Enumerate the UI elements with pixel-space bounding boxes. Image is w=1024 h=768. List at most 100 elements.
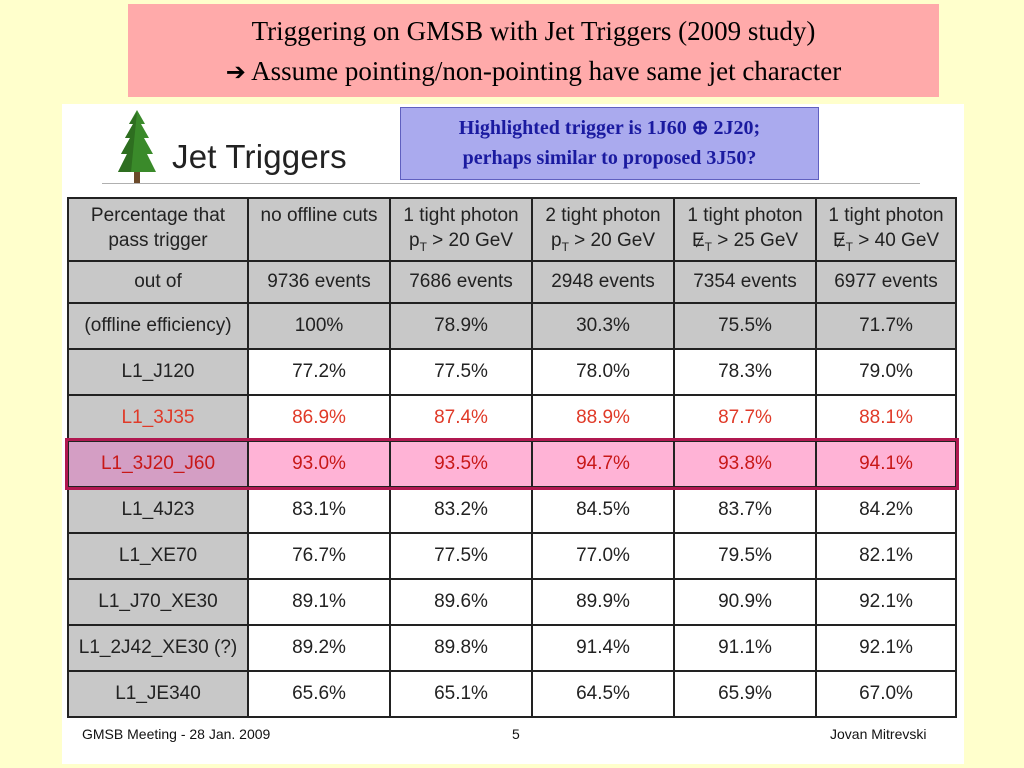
row-label: L1_4J23 — [67, 485, 249, 534]
table-cell: 9736 events — [247, 259, 391, 304]
title-line-2-text: Assume pointing/non-pointing have same j… — [251, 56, 842, 86]
column-header: 2 tight photon pT > 20 GeV — [531, 197, 675, 262]
table-cell: 65.1% — [389, 669, 533, 718]
footer-page-number: 5 — [512, 726, 520, 742]
table-cell: 6977 events — [815, 259, 957, 304]
table-cell: 84.5% — [531, 485, 675, 534]
title-line-2: ➔ Assume pointing/non-pointing have same… — [128, 51, 939, 92]
table-row: L1_J70_XE30 89.1% 89.6% 89.9% 90.9% 92.1… — [67, 577, 957, 626]
arrow-icon: ➔ — [225, 58, 246, 86]
column-header-line-2: ET > 40 GeV — [832, 230, 940, 254]
table-header-row: Percentage that pass trigger no offline … — [67, 197, 957, 262]
corner-cell: Percentage that pass trigger — [67, 197, 249, 262]
pine-tree-icon — [118, 110, 156, 184]
table-cell: 79.0% — [815, 347, 957, 396]
table-cell: 2948 events — [531, 259, 675, 304]
footer-meeting: GMSB Meeting - 28 Jan. 2009 — [82, 726, 271, 742]
table-cell: 84.2% — [815, 485, 957, 534]
efficiency-row: (offline efficiency) 100% 78.9% 30.3% 75… — [67, 301, 957, 350]
column-header: 1 tight photon ET > 40 GeV — [815, 197, 957, 262]
column-header-line-2: pT > 20 GeV — [408, 230, 513, 254]
table-cell: 83.1% — [247, 485, 391, 534]
table-cell: 88.9% — [531, 393, 675, 442]
footer-author: Jovan Mitrevski — [830, 726, 927, 742]
row-label: out of — [67, 259, 249, 304]
row-label: L1_XE70 — [67, 531, 249, 580]
table-cell: 77.2% — [247, 347, 391, 396]
highlighted-row: L1_3J20_J60 93.0% 93.5% 94.7% 93.8% 94.1… — [65, 437, 959, 490]
table-row: L1_3J35 86.9% 87.4% 88.9% 87.7% 88.1% — [67, 393, 957, 442]
table-cell: 89.9% — [531, 577, 675, 626]
table-cell: 93.5% — [389, 439, 533, 488]
table-cell: 83.7% — [673, 485, 817, 534]
note-line-1: Highlighted trigger is 1J60 ⊕ 2J20; — [458, 117, 761, 139]
table-cell: 30.3% — [531, 301, 675, 350]
row-label: L1_3J20_J60 — [67, 439, 249, 488]
table-row: L1_JE340 65.6% 65.1% 64.5% 65.9% 67.0% — [67, 669, 957, 718]
table-cell: 89.6% — [389, 577, 533, 626]
embedded-slide: Jet Triggers Highlighted trigger is 1J60… — [62, 104, 964, 764]
row-label: L1_2J42_XE30 (?) — [67, 623, 249, 672]
table-row: L1_XE70 76.7% 77.5% 77.0% 79.5% 82.1% — [67, 531, 957, 580]
table-cell: 88.1% — [815, 393, 957, 442]
table-row: L1_4J23 83.1% 83.2% 84.5% 83.7% 84.2% — [67, 485, 957, 534]
trigger-table: Percentage that pass trigger no offline … — [65, 197, 959, 718]
table-cell: 89.1% — [247, 577, 391, 626]
row-label: L1_3J35 — [67, 393, 249, 442]
table-cell: 78.3% — [673, 347, 817, 396]
row-label: L1_J70_XE30 — [67, 577, 249, 626]
table-cell: 78.0% — [531, 347, 675, 396]
divider — [102, 183, 920, 184]
table-cell: 82.1% — [815, 531, 957, 580]
table-cell: 87.4% — [389, 393, 533, 442]
table-cell: 91.1% — [673, 623, 817, 672]
table-cell: 67.0% — [815, 669, 957, 718]
table-cell: 77.5% — [389, 347, 533, 396]
table-cell: 83.2% — [389, 485, 533, 534]
table-cell: 89.2% — [247, 623, 391, 672]
table-cell: 93.0% — [247, 439, 391, 488]
table-cell: 76.7% — [247, 531, 391, 580]
table-cell: 78.9% — [389, 301, 533, 350]
table-cell: 87.7% — [673, 393, 817, 442]
table-cell: 65.6% — [247, 669, 391, 718]
row-label: (offline efficiency) — [67, 301, 249, 350]
table-cell: 100% — [247, 301, 391, 350]
column-header-line-1: 1 tight photon — [828, 205, 944, 226]
table-cell: 7686 events — [389, 259, 533, 304]
table-cell: 64.5% — [531, 669, 675, 718]
table-cell: 79.5% — [673, 531, 817, 580]
column-header: no offline cuts — [247, 197, 391, 262]
column-header-line-1: 2 tight photon — [545, 205, 661, 226]
table-cell: 65.9% — [673, 669, 817, 718]
table-cell: 7354 events — [673, 259, 817, 304]
row-label: L1_J120 — [67, 347, 249, 396]
column-header-line-1: 1 tight photon — [403, 205, 519, 226]
note-line-2: perhaps similar to proposed 3J50? — [462, 147, 757, 169]
table-cell: 89.8% — [389, 623, 533, 672]
table-cell: 71.7% — [815, 301, 957, 350]
highlight-note: Highlighted trigger is 1J60 ⊕ 2J20; perh… — [400, 107, 819, 180]
table-cell: 90.9% — [673, 577, 817, 626]
table-row: L1_2J42_XE30 (?) 89.2% 89.8% 91.4% 91.1%… — [67, 623, 957, 672]
table-cell: 77.0% — [531, 531, 675, 580]
column-header: 1 tight photon pT > 20 GeV — [389, 197, 533, 262]
table-cell: 75.5% — [673, 301, 817, 350]
column-header: 1 tight photon ET > 25 GeV — [673, 197, 817, 262]
table-cell: 92.1% — [815, 577, 957, 626]
column-header-line-1: no offline cuts — [260, 205, 378, 226]
table-cell: 93.8% — [673, 439, 817, 488]
table-cell: 92.1% — [815, 623, 957, 672]
slide-title-box: Triggering on GMSB with Jet Triggers (20… — [128, 4, 939, 97]
row-label: L1_JE340 — [67, 669, 249, 718]
corner-line-2: pass trigger — [108, 230, 208, 251]
events-row: out of 9736 events 7686 events 2948 even… — [67, 259, 957, 304]
slide-heading: Jet Triggers — [172, 138, 347, 175]
table-cell: 94.1% — [815, 439, 957, 488]
table-cell: 77.5% — [389, 531, 533, 580]
column-header-line-2: ET > 25 GeV — [691, 230, 799, 254]
title-line-1: Triggering on GMSB with Jet Triggers (20… — [251, 16, 816, 46]
corner-line-1: Percentage that — [90, 205, 226, 226]
column-header-line-2: pT > 20 GeV — [550, 230, 655, 254]
table-cell: 91.4% — [531, 623, 675, 672]
